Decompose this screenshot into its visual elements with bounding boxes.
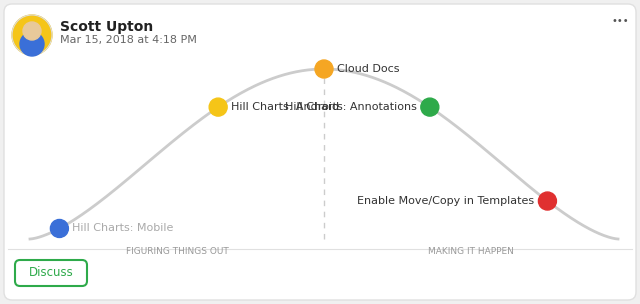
Text: Hill Charts: Annotations: Hill Charts: Annotations: [285, 102, 417, 112]
Text: FIGURING THINGS OUT: FIGURING THINGS OUT: [125, 247, 228, 256]
Text: Mar 15, 2018 at 4:18 PM: Mar 15, 2018 at 4:18 PM: [60, 35, 197, 45]
Circle shape: [315, 60, 333, 78]
Circle shape: [538, 192, 556, 210]
Text: Discuss: Discuss: [29, 267, 74, 279]
Circle shape: [51, 219, 68, 237]
Text: Cloud Docs: Cloud Docs: [337, 64, 399, 74]
Circle shape: [209, 98, 227, 116]
Text: •••: •••: [611, 16, 629, 26]
Text: Hill Charts: Mobile: Hill Charts: Mobile: [72, 223, 174, 233]
Circle shape: [421, 98, 439, 116]
Circle shape: [20, 32, 44, 56]
Text: Enable Move/Copy in Templates: Enable Move/Copy in Templates: [357, 196, 534, 206]
Text: Hill Charts: Android: Hill Charts: Android: [231, 102, 339, 112]
Text: Scott Upton: Scott Upton: [60, 20, 153, 34]
Circle shape: [23, 22, 41, 40]
Circle shape: [12, 15, 52, 55]
FancyBboxPatch shape: [15, 260, 87, 286]
Text: MAKING IT HAPPEN: MAKING IT HAPPEN: [428, 247, 514, 256]
FancyBboxPatch shape: [4, 4, 636, 300]
